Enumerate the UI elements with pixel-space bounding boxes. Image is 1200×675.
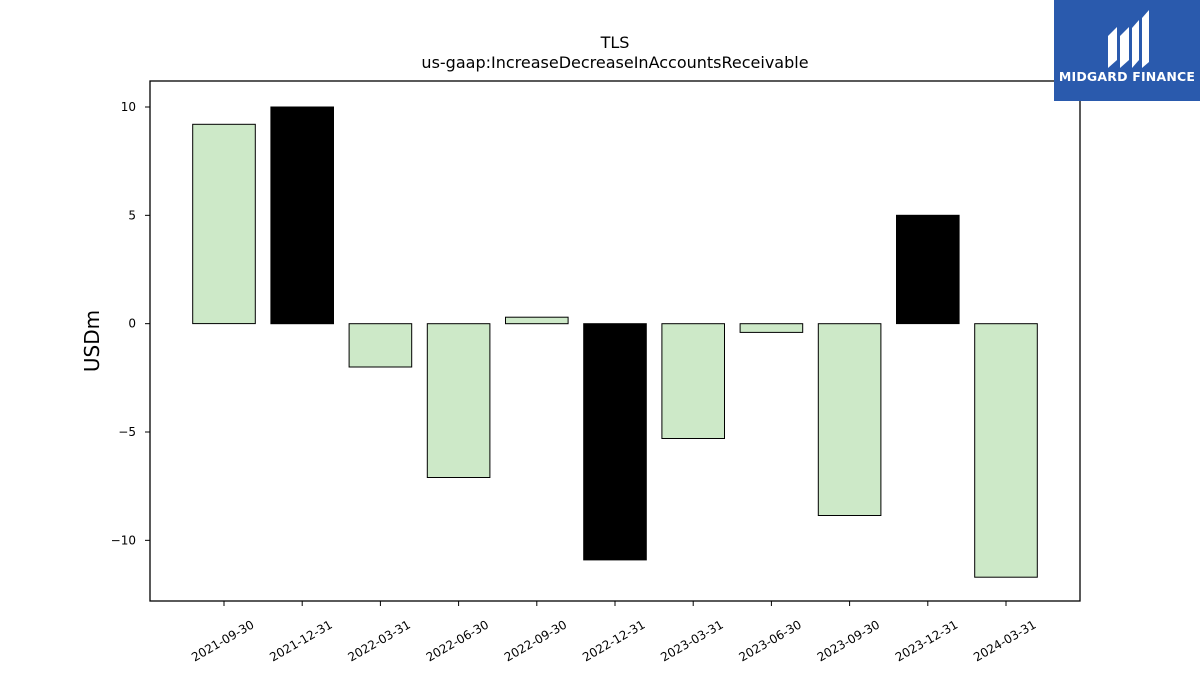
bar-2022-06-30 — [426, 323, 491, 479]
y-tick-label: 10 — [121, 100, 136, 114]
y-tick-label: 0 — [128, 317, 136, 331]
bar-2023-06-30 — [739, 323, 804, 333]
brand-name: MIDGARD FINANCE — [1058, 69, 1196, 84]
bar-2021-09-30 — [192, 123, 256, 325]
bar-2021-12-31 — [270, 106, 334, 325]
chart-subtitle: us-gaap:IncreaseDecreaseInAccountsReceiv… — [421, 53, 808, 72]
bar-2024-03-31 — [974, 323, 1038, 578]
brand-logo: MIDGARD FINANCE — [1054, 0, 1200, 101]
y-tick-label: −10 — [111, 533, 136, 547]
bar-2022-09-30 — [505, 316, 569, 325]
bar-2022-12-31 — [583, 323, 647, 561]
y-tick-label: 5 — [128, 208, 136, 222]
x-tick-label: 2021-09-30 — [189, 617, 256, 664]
chart-title: TLS — [600, 33, 630, 52]
y-tick-label: −5 — [118, 425, 136, 439]
bar-2023-09-30 — [817, 323, 882, 517]
bar-2023-12-31 — [896, 214, 960, 325]
x-tick-label: 2022-06-30 — [424, 617, 491, 664]
x-tick-label: 2024-03-31 — [971, 617, 1038, 664]
x-tick-label: 2023-09-30 — [815, 617, 882, 664]
x-tick-label: 2023-06-30 — [736, 617, 803, 664]
x-tick-label: 2021-12-31 — [267, 617, 334, 664]
x-tick-label: 2023-03-31 — [658, 617, 725, 664]
x-tick-label: 2023-12-31 — [893, 617, 960, 664]
y-axis-label: USDm — [80, 310, 104, 372]
plot-frame — [149, 80, 1081, 602]
x-tick-label: 2022-12-31 — [580, 617, 647, 664]
x-tick-label: 2022-03-31 — [345, 617, 412, 664]
x-tick-label: 2022-09-30 — [502, 617, 569, 664]
logo-mark-icon — [1108, 10, 1149, 68]
bar-2022-03-31 — [348, 323, 413, 368]
bar-2023-03-31 — [661, 323, 726, 440]
